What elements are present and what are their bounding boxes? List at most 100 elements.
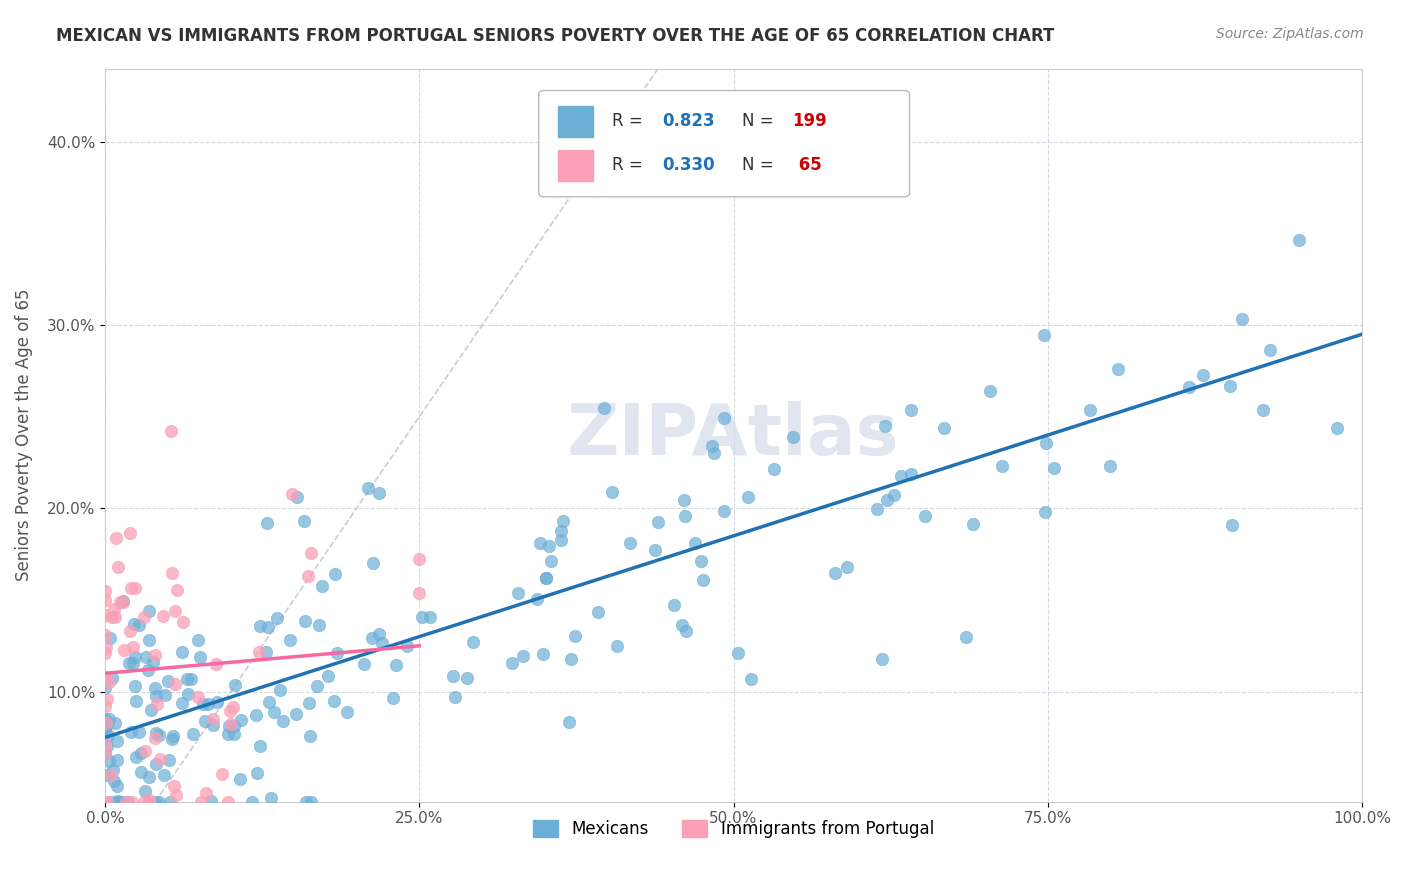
Point: [190, 649, 212, 664]
Point: [128, 618, 150, 632]
Text: 65: 65: [793, 156, 821, 174]
Point: [249, 739, 271, 753]
Point: [98, 674, 121, 689]
Point: [94, 646, 117, 660]
Point: [534, 571, 557, 585]
Point: [1251, 402, 1274, 417]
Point: [990, 459, 1012, 474]
Point: [689, 554, 711, 568]
Point: [165, 677, 187, 691]
Point: [1230, 312, 1253, 326]
Point: [94, 723, 117, 737]
Point: [361, 556, 384, 570]
Point: [112, 595, 135, 609]
Point: [876, 492, 898, 507]
Point: [107, 734, 129, 748]
Point: [176, 672, 198, 686]
Point: [269, 683, 291, 698]
Point: [177, 687, 200, 701]
Point: [703, 446, 725, 460]
Point: [285, 491, 308, 505]
Point: [441, 669, 464, 683]
Point: [551, 514, 574, 528]
Point: [285, 706, 308, 721]
Point: [138, 632, 160, 647]
Text: Source: ZipAtlas.com: Source: ZipAtlas.com: [1216, 27, 1364, 41]
Point: [586, 605, 609, 619]
Point: [1288, 233, 1310, 247]
Point: [883, 488, 905, 502]
Point: [202, 718, 225, 732]
Point: [94, 712, 117, 726]
Point: [1098, 459, 1121, 474]
Point: [96, 692, 118, 706]
Point: [1033, 327, 1056, 342]
Point: [662, 598, 685, 612]
Point: [191, 698, 214, 712]
Point: [307, 679, 329, 693]
Point: [529, 536, 551, 550]
Point: [249, 645, 271, 659]
Point: [1326, 421, 1348, 435]
Point: [408, 585, 430, 599]
Y-axis label: Seniors Poverty Over the Age of 65: Seniors Poverty Over the Age of 65: [15, 289, 32, 582]
Point: [217, 795, 239, 809]
Point: [120, 725, 142, 739]
Point: [101, 795, 124, 809]
Text: ZIPAtlas: ZIPAtlas: [567, 401, 900, 469]
Point: [159, 795, 181, 809]
Text: 0.330: 0.330: [662, 156, 714, 174]
Point: [368, 627, 391, 641]
Point: [218, 719, 240, 733]
Point: [249, 619, 271, 633]
Point: [138, 604, 160, 618]
Point: [98, 631, 121, 645]
Point: [326, 646, 349, 660]
Point: [94, 737, 117, 751]
Point: [129, 765, 152, 780]
Point: [96, 795, 118, 809]
Point: [105, 779, 128, 793]
Point: [381, 691, 404, 706]
Point: [94, 584, 117, 599]
Point: [107, 794, 129, 808]
Point: [124, 649, 146, 664]
Point: [870, 651, 893, 665]
Text: 0.823: 0.823: [662, 112, 714, 130]
Point: [740, 673, 762, 687]
Point: [900, 403, 922, 417]
Point: [1178, 380, 1201, 394]
Point: [122, 657, 145, 671]
Point: [540, 553, 562, 567]
Point: [153, 767, 176, 781]
Point: [357, 481, 380, 495]
Point: [157, 753, 180, 767]
Point: [1219, 379, 1241, 393]
Text: R =: R =: [612, 156, 648, 174]
FancyBboxPatch shape: [538, 90, 910, 197]
Point: [408, 552, 430, 566]
Point: [135, 649, 157, 664]
Point: [257, 695, 280, 709]
Point: [200, 794, 222, 808]
Point: [644, 543, 666, 558]
Point: [148, 729, 170, 743]
Point: [647, 516, 669, 530]
Point: [531, 647, 554, 661]
Point: [1033, 505, 1056, 519]
Point: [205, 695, 228, 709]
Point: [141, 702, 163, 716]
Point: [94, 747, 117, 761]
Point: [292, 515, 315, 529]
Point: [115, 795, 138, 809]
Point: [94, 746, 117, 760]
Point: [153, 688, 176, 702]
Point: [914, 509, 936, 524]
Point: [94, 628, 117, 642]
Point: [866, 502, 889, 516]
Point: [96, 768, 118, 782]
Point: [111, 593, 134, 607]
Point: [361, 631, 384, 645]
Point: [564, 629, 586, 643]
Point: [606, 640, 628, 654]
